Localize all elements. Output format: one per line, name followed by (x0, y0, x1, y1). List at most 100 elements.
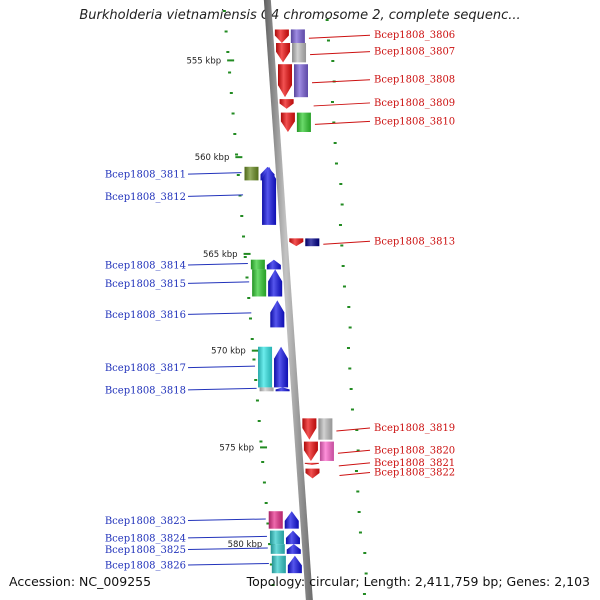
gc-tick-mark (356, 449, 360, 452)
gene-label[interactable]: Bcep1808_3811 (105, 170, 186, 181)
cog-box (305, 238, 320, 247)
gc-tick-mark (222, 10, 226, 12)
reverse-gene-arrow[interactable] (302, 418, 317, 440)
gene-label[interactable]: Bcep1808_3812 (105, 192, 186, 203)
cog-box (250, 259, 265, 270)
forward-gene-arrow[interactable] (268, 269, 283, 297)
gc-tick-mark (271, 584, 275, 586)
cog-box (258, 346, 273, 388)
gc-tick-mark (330, 101, 334, 103)
gene-label[interactable]: Bcep1808_3810 (374, 116, 455, 127)
gc-tick-mark (242, 235, 246, 238)
gc-tick-mark (240, 215, 244, 217)
gc-tick-mark (257, 420, 261, 422)
scale-label: 575 kbp (219, 443, 254, 453)
forward-gene-arrow[interactable] (287, 555, 302, 574)
gc-tick-mark (243, 256, 247, 258)
forward-gene-arrow[interactable] (275, 387, 290, 392)
gene-label[interactable]: Bcep1808_3809 (374, 98, 455, 109)
label-leader-line (336, 427, 371, 432)
label-leader-line (314, 120, 371, 125)
forward-gene-arrow[interactable] (274, 346, 289, 388)
label-leader-line (187, 172, 242, 175)
label-leader-line (337, 449, 371, 454)
gc-tick-mark (334, 162, 338, 165)
cog-box (294, 64, 309, 98)
cog-box (290, 29, 305, 43)
gene-label[interactable]: Bcep1808_3823 (105, 516, 186, 527)
reverse-gene-arrow[interactable] (274, 29, 289, 43)
gene-features (244, 29, 334, 574)
gene-label[interactable]: Bcep1808_3815 (105, 279, 186, 290)
gc-tick-mark (259, 440, 263, 443)
gene-label[interactable]: Bcep1808_3814 (105, 261, 186, 272)
gc-tick-mark (226, 51, 230, 53)
forward-gene-arrow[interactable] (270, 300, 285, 328)
scale-label: 555 kbp (186, 56, 221, 66)
scale-tick (243, 252, 251, 255)
cog-box (244, 166, 259, 181)
forward-gene-arrow[interactable] (266, 259, 281, 270)
gc-tick-mark (347, 306, 351, 308)
gc-tick-mark (247, 297, 251, 299)
gc-tick-mark (346, 347, 350, 349)
gene-label[interactable]: Bcep1808_3820 (374, 445, 455, 456)
gene-label[interactable]: Bcep1808_3807 (374, 47, 455, 58)
label-leader-line (187, 535, 267, 539)
scale-tick (227, 59, 235, 62)
gc-tick-mark (333, 142, 337, 144)
gc-tick-mark (228, 71, 232, 74)
reverse-gene-arrow[interactable] (280, 112, 295, 132)
gene-label[interactable]: Bcep1808_3819 (374, 423, 455, 434)
backbone-strand (263, 0, 313, 600)
label-leader-line (311, 79, 371, 84)
reverse-gene-arrow[interactable] (276, 42, 291, 63)
label-leader-line (313, 102, 371, 107)
gene-label[interactable]: Bcep1808_3806 (374, 30, 455, 41)
gene-label[interactable]: Bcep1808_3816 (105, 310, 186, 321)
topology-text: Topology: circular; Length: 2,411,759 bp… (246, 574, 590, 589)
gc-tick-mark (255, 399, 259, 402)
gc-tick-mark (252, 358, 256, 361)
label-leader-line (187, 194, 244, 197)
genome-backbone (263, 0, 313, 600)
gc-tick-mark (326, 39, 330, 42)
forward-gene-arrow[interactable] (285, 530, 300, 545)
gene-label[interactable]: Bcep1808_3826 (105, 560, 186, 571)
forward-gene-arrow[interactable] (262, 166, 277, 225)
gc-tick-mark (350, 408, 354, 411)
gene-label[interactable]: Bcep1808_3825 (105, 545, 186, 556)
reverse-gene-arrow[interactable] (305, 468, 320, 479)
scale-label: 565 kbp (203, 250, 238, 260)
cog-box (319, 441, 334, 461)
gc-tick-mark (264, 502, 268, 504)
gene-label[interactable]: Bcep1808_3822 (374, 468, 455, 479)
gc-tick-mark (262, 481, 266, 484)
forward-gene-arrow[interactable] (284, 511, 299, 529)
gc-tick-mark (325, 19, 329, 21)
reverse-gene-arrow[interactable] (304, 462, 319, 465)
reverse-gene-arrow[interactable] (289, 238, 304, 247)
gene-label[interactable]: Bcep1808_3821 (374, 458, 455, 469)
map-title: Burkholderia vietnamiensis G4 chromosome… (79, 8, 521, 23)
gene-label[interactable]: Bcep1808_3808 (374, 75, 455, 86)
forward-gene-arrow[interactable] (286, 544, 301, 554)
gene-label[interactable]: Bcep1808_3824 (105, 533, 186, 544)
gene-label[interactable]: Bcep1808_3813 (374, 236, 455, 247)
label-leader-line (323, 240, 371, 245)
gene-label[interactable]: Bcep1808_3817 (105, 363, 186, 374)
reverse-gene-arrow[interactable] (303, 441, 318, 461)
cog-box (318, 418, 333, 440)
gene-labels: Bcep1808_3811 Bcep1808_3812 Bcep1808_3814 B… (105, 30, 455, 571)
reverse-gene-arrow[interactable] (278, 64, 293, 98)
label-leader-line (187, 312, 252, 315)
gc-tick-mark (266, 522, 270, 525)
gc-tick-mark (245, 276, 249, 279)
reverse-gene-arrow[interactable] (279, 99, 294, 109)
gc-tick-mark (362, 593, 366, 595)
cog-box (268, 511, 283, 529)
gc-tick-marks (222, 10, 368, 595)
gene-label[interactable]: Bcep1808_3818 (105, 385, 186, 396)
gc-tick-mark (363, 552, 367, 554)
